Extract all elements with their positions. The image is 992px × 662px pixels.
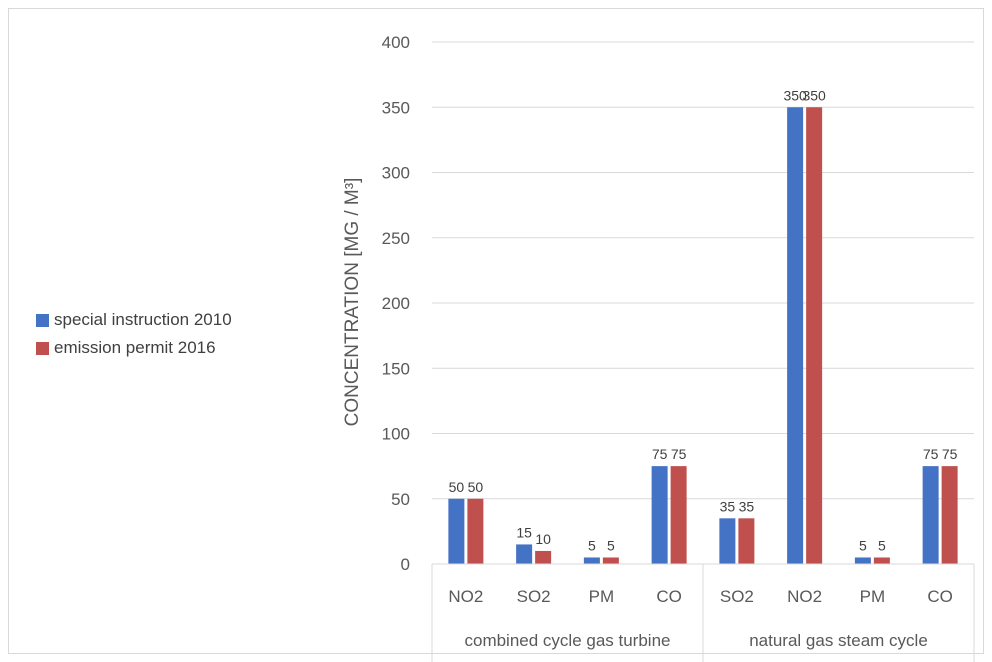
data-label: 75 (923, 446, 939, 462)
y-tick-label: 350 (382, 98, 410, 117)
y-tick-label: 100 (382, 425, 410, 444)
data-label: 50 (449, 479, 465, 495)
bar (719, 518, 736, 564)
bar (448, 498, 465, 564)
x-tick-label: NO2 (787, 587, 822, 606)
x-tick-label: PM (589, 587, 615, 606)
data-label: 5 (878, 537, 886, 553)
y-tick-label: 150 (382, 359, 410, 378)
y-tick-label: 50 (391, 490, 410, 509)
bar (583, 557, 600, 564)
bar (922, 466, 939, 564)
x-tick-label: CO (927, 587, 953, 606)
grid-lines (432, 41, 974, 565)
bars (448, 107, 958, 564)
legend-item: emission permit 2016 (36, 334, 232, 362)
y-axis-title: CONCENTRATION [MG / M³] (342, 178, 363, 427)
data-label: 75 (671, 446, 687, 462)
bar (602, 557, 619, 564)
data-label: 5 (607, 537, 615, 553)
bar (738, 518, 755, 564)
data-label: 350 (783, 87, 807, 103)
data-label: 5 (859, 537, 867, 553)
data-label: 75 (942, 446, 958, 462)
x-tick-label: CO (656, 587, 682, 606)
x-axis: NO2 SO2 PM CO SO2 NO2 PM CO combined cycle gas t… (431, 563, 975, 662)
bar (516, 544, 533, 564)
bar (854, 557, 871, 564)
data-label: 35 (720, 498, 736, 514)
data-label: 10 (535, 531, 551, 547)
bar (535, 550, 552, 564)
bar (670, 466, 687, 564)
legend: special instruction 2010 emission permit… (36, 306, 232, 362)
legend-label: special instruction 2010 (54, 310, 232, 329)
legend-item: special instruction 2010 (36, 306, 232, 334)
bar (806, 107, 823, 564)
group-label: combined cycle gas turbine (464, 631, 670, 650)
bar (787, 107, 804, 564)
x-tick-label: PM (860, 587, 886, 606)
y-tick-label: 300 (382, 164, 410, 183)
x-tick-label: SO2 (517, 587, 551, 606)
y-tick-label: 200 (382, 294, 410, 313)
chart-frame (8, 8, 984, 654)
x-tick-label: SO2 (720, 587, 754, 606)
legend-swatch (36, 313, 49, 327)
bar (941, 466, 958, 564)
y-tick-label: 0 (401, 555, 410, 574)
bar (467, 498, 484, 564)
data-label: 35 (739, 498, 755, 514)
data-label: 50 (468, 479, 484, 495)
data-label: 75 (652, 446, 668, 462)
y-tick-label: 250 (382, 229, 410, 248)
data-label: 350 (802, 87, 826, 103)
legend-swatch (36, 341, 49, 355)
legend-label: emission permit 2016 (54, 338, 216, 357)
y-tick-labels: 0 50 100 150 200 250 300 350 400 (382, 33, 410, 574)
y-tick-label: 400 (382, 33, 410, 52)
bar (873, 557, 890, 564)
group-label: natural gas steam cycle (749, 631, 928, 650)
data-label: 5 (588, 537, 596, 553)
bar (651, 466, 668, 564)
data-label: 15 (516, 524, 532, 540)
x-tick-label: NO2 (448, 587, 483, 606)
